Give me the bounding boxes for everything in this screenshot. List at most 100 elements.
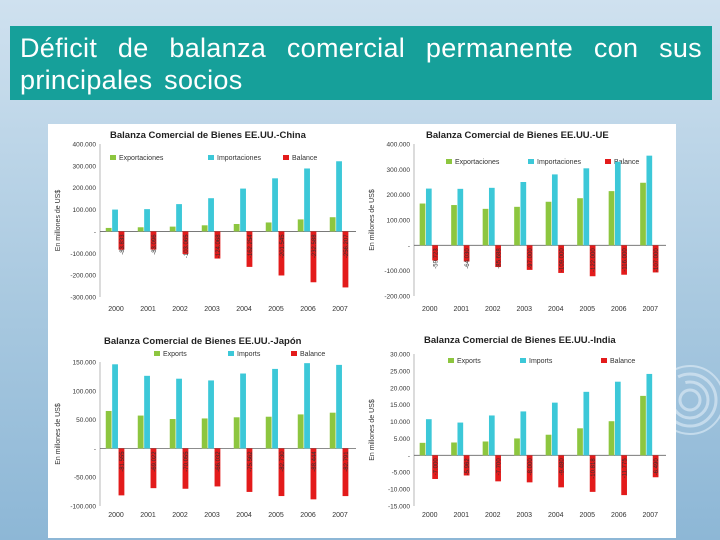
bar-imports bbox=[304, 363, 310, 449]
legend-swatch bbox=[291, 351, 297, 356]
balance-data-label: -124.068 bbox=[216, 234, 222, 258]
bar-exportaciones bbox=[419, 203, 426, 246]
balance-data-label: -116.000 bbox=[622, 248, 628, 272]
y-tick-label: 200.000 bbox=[73, 185, 97, 192]
balance-data-label: -103.065 bbox=[184, 234, 190, 258]
bar-imports bbox=[520, 411, 527, 456]
y-tick-label: -100.000 bbox=[70, 251, 96, 258]
bar-balance bbox=[278, 231, 285, 276]
bar-importaciones bbox=[240, 188, 246, 232]
legend-label: Importaciones bbox=[217, 155, 261, 162]
bar-importaciones bbox=[304, 168, 310, 232]
y-tick-label: 50.000 bbox=[76, 417, 96, 424]
balance-data-label: -85.688 bbox=[496, 248, 502, 269]
x-tick-label: 2006 bbox=[611, 306, 627, 313]
balance-data-label: -82.730 bbox=[280, 451, 286, 472]
balance-data-label: -88.444 bbox=[312, 451, 318, 472]
bar-exports bbox=[577, 428, 583, 456]
y-tick-label: -200.000 bbox=[384, 294, 410, 301]
y-tick-label: 100.000 bbox=[73, 207, 97, 214]
bar-exports bbox=[419, 442, 426, 456]
chart-title: Balanza Comercial de Bienes EE.UU.-India bbox=[424, 335, 616, 346]
y-axis-title: En millones de US$ bbox=[55, 190, 62, 252]
bar-importaciones bbox=[520, 182, 527, 246]
legend-label: Exportaciones bbox=[119, 155, 164, 162]
bar-imports bbox=[336, 364, 342, 449]
balance-data-label: -9.480 bbox=[559, 458, 565, 476]
x-tick-label: 2001 bbox=[140, 512, 156, 519]
bar-balance bbox=[118, 231, 125, 250]
x-tick-label: 2000 bbox=[422, 512, 438, 519]
bar-importaciones bbox=[646, 155, 653, 246]
bar-imports bbox=[614, 381, 621, 456]
bar-exportaciones bbox=[608, 191, 615, 246]
balance-data-label: -83.096 bbox=[152, 234, 158, 255]
bar-imports bbox=[425, 419, 432, 456]
bar-exportaciones bbox=[451, 205, 457, 246]
x-tick-label: 2007 bbox=[332, 306, 348, 313]
bar-balance bbox=[495, 455, 501, 482]
x-tick-label: 2006 bbox=[300, 512, 316, 519]
y-tick-label: -10.000 bbox=[388, 487, 410, 494]
x-tick-label: 2001 bbox=[453, 306, 469, 313]
balance-data-label: -69.022 bbox=[152, 451, 158, 472]
legend-swatch bbox=[228, 351, 234, 356]
y-axis-title: En millones de US$ bbox=[369, 399, 376, 461]
y-tick-label: 30.000 bbox=[390, 352, 410, 359]
x-tick-label: 2005 bbox=[268, 512, 284, 519]
balance-data-label: -75.562 bbox=[248, 451, 254, 472]
y-tick-label: -200.000 bbox=[70, 273, 96, 280]
y-tick-label: 200.000 bbox=[387, 192, 411, 199]
x-tick-label: 2005 bbox=[579, 306, 595, 313]
y-tick-label: -5.000 bbox=[392, 470, 411, 477]
bar-imports bbox=[272, 368, 278, 449]
bar-balance bbox=[463, 455, 470, 476]
balance-data-label: -232.588 bbox=[312, 234, 318, 258]
bar-imports bbox=[488, 415, 495, 456]
bar-importaciones bbox=[457, 188, 464, 246]
balance-data-label: -83.833 bbox=[120, 234, 126, 255]
y-tick-label: 10.000 bbox=[390, 419, 410, 426]
bar-importaciones bbox=[583, 168, 590, 246]
bar-balance bbox=[621, 455, 627, 496]
bar-balance bbox=[342, 231, 349, 288]
legend-label: Exports bbox=[457, 358, 481, 365]
x-tick-label: 2004 bbox=[548, 306, 564, 313]
bar-balance bbox=[278, 448, 285, 497]
balance-data-label: -59.723 bbox=[433, 248, 439, 269]
legend-label: Importaciones bbox=[537, 159, 581, 166]
legend-swatch bbox=[605, 159, 611, 164]
balance-data-label: -162.254 bbox=[248, 234, 254, 258]
bar-balance bbox=[652, 245, 659, 273]
x-tick-label: 2002 bbox=[485, 512, 501, 519]
x-tick-label: 2004 bbox=[236, 512, 252, 519]
y-tick-label: 300.000 bbox=[73, 163, 97, 170]
bar-importaciones bbox=[336, 161, 342, 232]
balance-data-label: -5.962 bbox=[465, 458, 471, 476]
bar-exportaciones bbox=[233, 223, 240, 232]
x-tick-label: 2006 bbox=[300, 306, 316, 313]
legend-swatch bbox=[283, 155, 289, 160]
x-tick-label: 2006 bbox=[611, 512, 627, 519]
balance-data-label: -201.545 bbox=[280, 234, 286, 258]
legend-label: Exportaciones bbox=[455, 159, 500, 166]
charts-panel: Balanza Comercial de Bienes EE.UU.-China… bbox=[48, 124, 676, 538]
charts-canvas: Balanza Comercial de Bienes EE.UU.-China… bbox=[55, 130, 666, 519]
legend-label: Balance bbox=[610, 358, 635, 365]
bar-imports bbox=[112, 364, 118, 449]
bar-importaciones bbox=[112, 209, 118, 232]
bar-exportaciones bbox=[640, 182, 646, 246]
bar-balance bbox=[310, 231, 317, 283]
x-tick-label: 2003 bbox=[204, 512, 220, 519]
balance-data-label: -8.000 bbox=[528, 458, 534, 476]
y-tick-label: - bbox=[94, 229, 96, 236]
bar-balance bbox=[150, 231, 157, 250]
bar-balance bbox=[182, 231, 189, 254]
x-tick-label: 2004 bbox=[236, 306, 252, 313]
bar-exportaciones bbox=[545, 201, 552, 246]
bar-exports bbox=[265, 416, 272, 449]
bar-imports bbox=[583, 391, 590, 456]
x-tick-label: 2003 bbox=[516, 512, 532, 519]
bar-exports bbox=[169, 419, 176, 449]
chart-title: Balanza Comercial de Bienes EE.UU.-Japón bbox=[104, 336, 302, 347]
